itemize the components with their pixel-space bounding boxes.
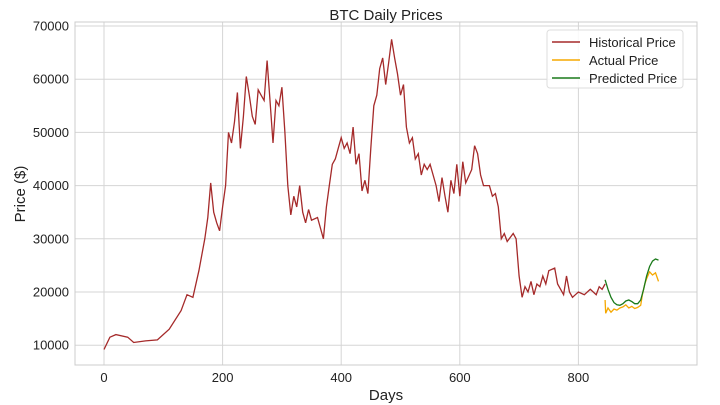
y-axis-label: Price ($) xyxy=(12,166,29,223)
y-tick-label: 30000 xyxy=(33,231,69,246)
x-tick-label: 200 xyxy=(212,370,234,385)
legend-label: Predicted Price xyxy=(589,71,677,86)
y-tick-label: 20000 xyxy=(33,285,69,300)
series-line-actual-price xyxy=(604,270,660,314)
y-tick-label: 70000 xyxy=(33,19,69,34)
x-tick-label: 600 xyxy=(449,370,471,385)
x-tick-label: 0 xyxy=(100,370,107,385)
x-tick-label: 800 xyxy=(568,370,590,385)
series-line-predicted-price xyxy=(604,258,659,306)
y-tick-label: 10000 xyxy=(33,338,69,353)
x-tick-label: 400 xyxy=(330,370,352,385)
plot-frame xyxy=(74,21,698,366)
y-tick-label: 50000 xyxy=(33,125,69,140)
grid xyxy=(75,22,697,365)
legend-label: Actual Price xyxy=(589,53,658,68)
tick-labels: 0 200 400 600 800 10000 20000 30000 40000 50000 60… xyxy=(33,19,589,386)
legend: Historical Price Actual Price Predicted Pr… xyxy=(546,29,684,89)
y-tick-label: 40000 xyxy=(33,178,69,193)
series-lines xyxy=(103,39,660,350)
y-tick-label: 60000 xyxy=(33,72,69,87)
chart-title: BTC Daily Prices xyxy=(329,7,442,24)
x-axis-label: Days xyxy=(369,387,403,404)
legend-label: Historical Price xyxy=(589,35,676,50)
legend-box xyxy=(546,29,684,89)
series-line-historical-price xyxy=(103,39,606,350)
